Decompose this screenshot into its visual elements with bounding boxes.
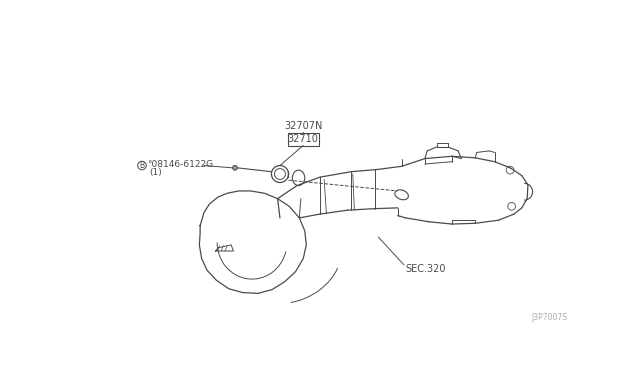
Text: J3P7007S: J3P7007S bbox=[531, 313, 567, 322]
Text: (1): (1) bbox=[150, 168, 163, 177]
Text: SEC.320: SEC.320 bbox=[406, 264, 446, 274]
Text: °08146-6122G: °08146-6122G bbox=[147, 160, 214, 169]
Text: B: B bbox=[140, 161, 145, 170]
Text: 32707N: 32707N bbox=[284, 121, 323, 131]
FancyBboxPatch shape bbox=[288, 133, 319, 145]
Text: 32710: 32710 bbox=[288, 134, 319, 144]
